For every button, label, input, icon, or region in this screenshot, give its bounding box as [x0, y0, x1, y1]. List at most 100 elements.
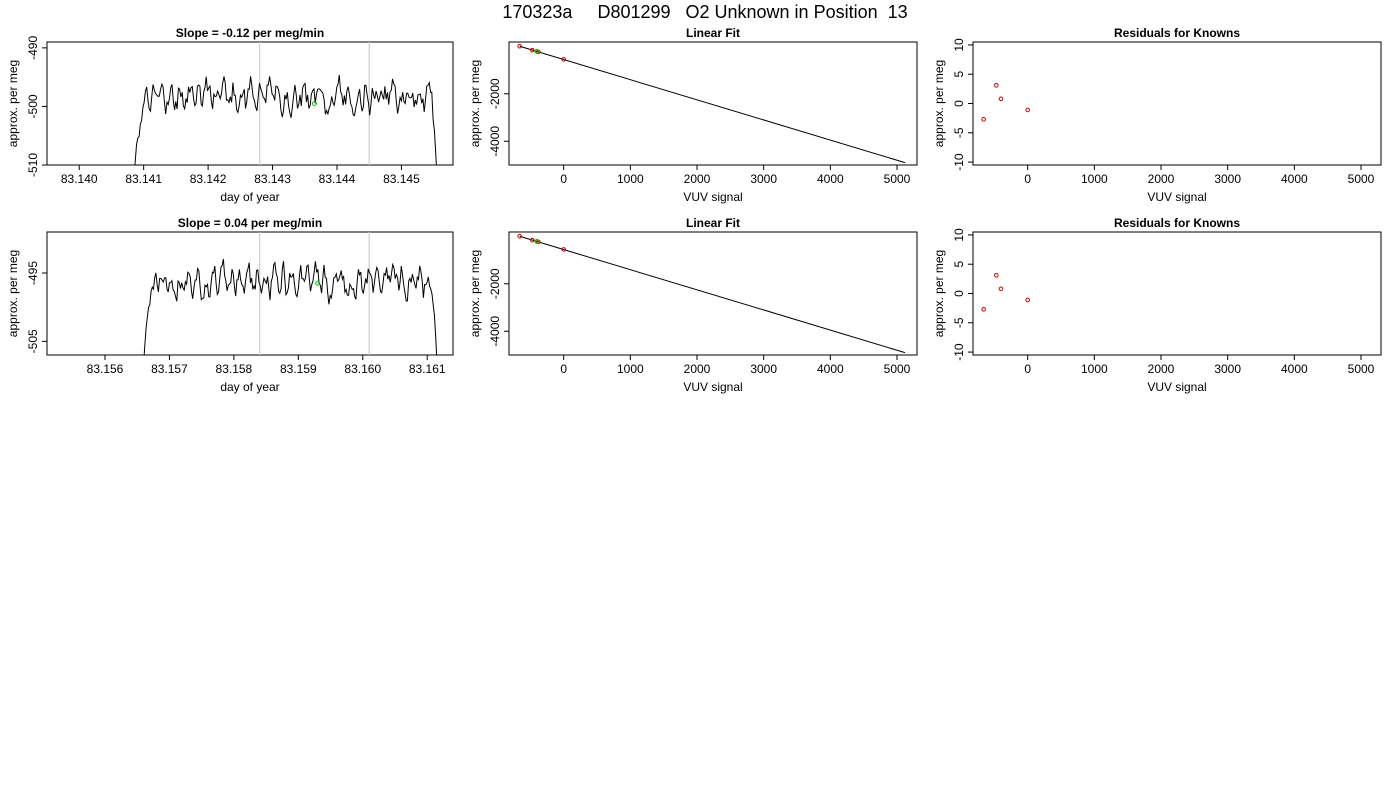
unknown-point — [534, 238, 540, 245]
x-tick-label: 2000 — [684, 172, 711, 186]
plot-area — [517, 233, 906, 354]
x-tick-label: 3000 — [1214, 172, 1241, 186]
known-point — [530, 47, 535, 53]
x-tick-label: 83.160 — [344, 362, 381, 376]
residual-point — [998, 96, 1004, 102]
known-point — [561, 57, 566, 62]
x-tick-label: 5000 — [1348, 362, 1375, 376]
x-axis-label: VUV signal — [1147, 380, 1206, 394]
highlight-point — [311, 101, 317, 106]
x-axis-label: day of year — [220, 190, 279, 204]
y-tick-label: -4000 — [488, 126, 502, 157]
panel-title: Linear Fit — [686, 26, 740, 40]
plot-area — [981, 273, 1030, 312]
residual-point — [981, 307, 986, 312]
y-tick-label: -5 — [952, 317, 966, 328]
x-axis-label: VUV signal — [683, 380, 742, 394]
residual-point — [981, 117, 986, 122]
y-tick-label: -2000 — [488, 78, 502, 109]
x-tick-label: 4000 — [817, 362, 844, 376]
panel-title: Slope = -0.12 per meg/min — [176, 26, 324, 40]
y-tick-label: 5 — [952, 71, 966, 78]
x-tick-label: 83.161 — [409, 362, 446, 376]
chart-fit2: Linear Fit 0 1000 2000 3000 4000 5000 -4000 -200… — [468, 216, 918, 394]
chart-trace1: Slope = -0.12 per meg/min 83.140 83.141 83.… — [6, 26, 454, 204]
known-point — [530, 237, 535, 243]
x-tick-label: 4000 — [1281, 362, 1308, 376]
plot-area — [517, 43, 906, 164]
y-tick-label: -505 — [26, 329, 40, 353]
x-tick-label: 83.142 — [190, 172, 227, 186]
residual-point — [994, 83, 999, 88]
x-tick-label: 4000 — [1281, 172, 1308, 186]
chart-resid2: Residuals for Knowns 0 1000 2000 3000 4000 500… — [932, 216, 1382, 394]
residual-point — [994, 273, 999, 278]
x-tick-label: 5000 — [884, 362, 911, 376]
x-tick-label: 83.157 — [151, 362, 188, 376]
y-tick-label: -5 — [952, 127, 966, 138]
y-tick-label: -500 — [26, 94, 40, 118]
plot-frame — [508, 41, 918, 166]
x-tick-label: 2000 — [1148, 362, 1175, 376]
y-axis-label: approx. per meg — [6, 60, 20, 147]
x-tick-label: 1000 — [617, 362, 644, 376]
known-point — [561, 247, 566, 252]
x-tick-label: 83.156 — [87, 362, 124, 376]
x-tick-label: 0 — [560, 362, 567, 376]
x-tick-label: 0 — [560, 172, 567, 186]
residual-point — [1025, 107, 1030, 113]
x-tick-label: 83.141 — [125, 172, 162, 186]
plot-frame — [508, 231, 918, 356]
fit-line — [519, 45, 906, 164]
panel-title: Residuals for Knowns — [1114, 26, 1240, 40]
x-tick-label: 3000 — [1214, 362, 1241, 376]
y-tick-label: -2000 — [488, 268, 502, 299]
panel-title: Linear Fit — [686, 216, 740, 230]
y-axis-label: approx. per meg — [6, 250, 20, 337]
panels: Slope = -0.12 per meg/min 83.140 83.141 83.… — [6, 26, 1382, 394]
y-tick-label: 0 — [952, 100, 966, 107]
x-axis-label: VUV signal — [683, 190, 742, 204]
panel-title: Residuals for Knowns — [1114, 216, 1240, 230]
known-point — [517, 233, 522, 239]
x-tick-label: 83.140 — [61, 172, 98, 186]
main-title: 170323a D801299 O2 Unknown in Position 1… — [502, 2, 907, 22]
x-tick-label: 2000 — [1148, 172, 1175, 186]
x-tick-label: 1000 — [1081, 172, 1108, 186]
x-tick-label: 3000 — [750, 362, 777, 376]
plot-area — [134, 42, 437, 165]
unknown-point — [534, 48, 540, 55]
y-tick-label: -10 — [952, 153, 966, 171]
x-tick-label: 83.159 — [280, 362, 317, 376]
known-point — [517, 43, 522, 49]
signal-trace-line — [143, 258, 438, 355]
y-tick-label: 10 — [952, 38, 966, 52]
x-tick-label: 83.144 — [319, 172, 356, 186]
y-tick-label: -490 — [26, 36, 40, 60]
fit-line — [519, 235, 906, 354]
y-axis-label: approx. per meg — [468, 250, 482, 337]
highlight-point — [315, 280, 321, 286]
x-tick-label: 3000 — [750, 172, 777, 186]
y-tick-label: -4000 — [488, 316, 502, 347]
x-tick-label: 5000 — [1348, 172, 1375, 186]
x-tick-label: 83.158 — [216, 362, 253, 376]
signal-trace-line — [134, 74, 437, 165]
x-tick-label: 4000 — [817, 172, 844, 186]
residual-point — [998, 286, 1004, 292]
y-tick-label: -510 — [26, 153, 40, 177]
x-tick-label: 83.143 — [254, 172, 291, 186]
y-axis-label: approx. per meg — [468, 60, 482, 147]
x-tick-label: 2000 — [684, 362, 711, 376]
x-tick-label: 1000 — [617, 172, 644, 186]
x-tick-label: 0 — [1024, 172, 1031, 186]
x-axis-label: day of year — [220, 380, 279, 394]
y-axis-label: approx. per meg — [932, 250, 946, 337]
x-tick-label: 83.145 — [383, 172, 420, 186]
chart-trace2: Slope = 0.04 per meg/min 83.156 83.157 83.1… — [6, 216, 454, 394]
plot-area — [981, 83, 1030, 122]
y-tick-label: 10 — [952, 228, 966, 242]
plot-frame — [46, 41, 454, 166]
